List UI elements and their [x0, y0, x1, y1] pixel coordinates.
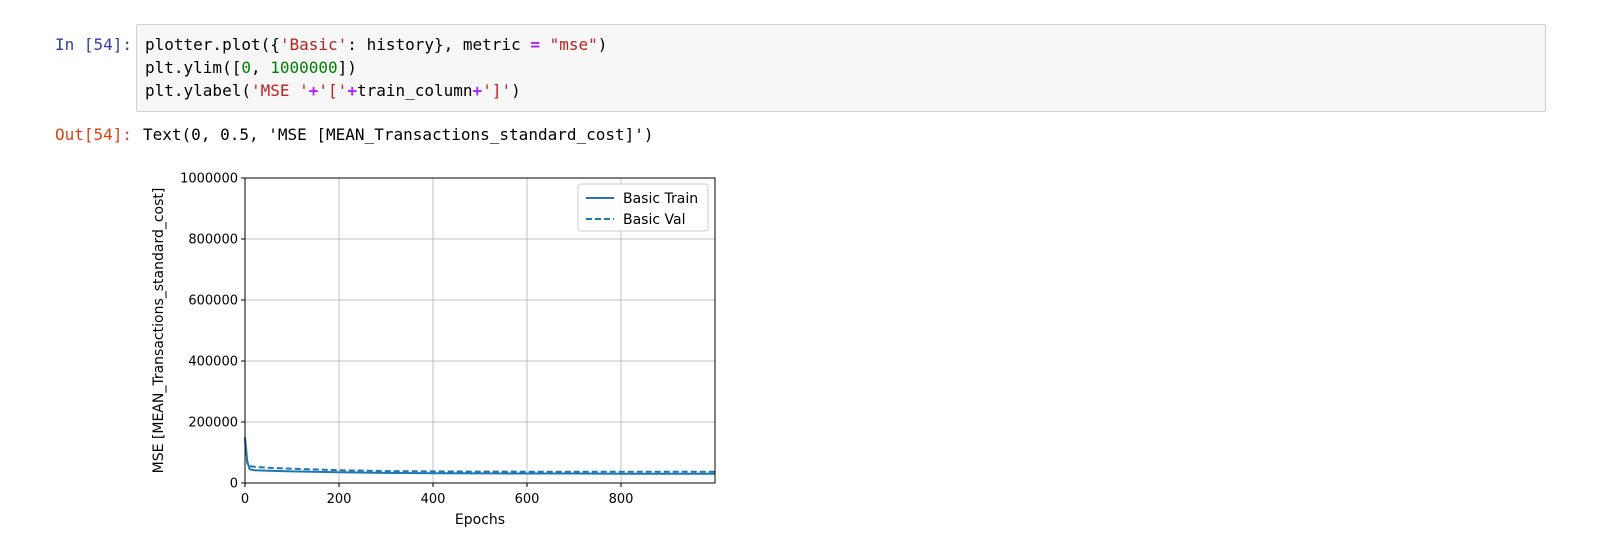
input-prompt: In [54]: — [54, 35, 132, 54]
chart-ticks: 0 200 400 600 800 0 200000 400000 600000 800000 10… — [180, 172, 633, 508]
x-tick-label: 800 — [609, 492, 634, 507]
x-tick-label: 200 — [327, 492, 352, 507]
y-tick-label: 200000 — [188, 416, 238, 431]
code-editor[interactable]: plotter.plot({'Basic': history}, metric … — [145, 33, 607, 102]
y-axis-label: MSE [MEAN_Transactions_standard_cost] — [151, 188, 167, 474]
output-prompt: Out[54]: — [54, 125, 132, 144]
code-line-2: plt.ylim([0, 1000000]) — [145, 58, 357, 77]
y-tick-label: 0 — [230, 477, 238, 492]
x-tick-label: 0 — [241, 492, 249, 507]
series-line-basic-train — [244, 437, 715, 475]
output-text: Text(0, 0.5, 'MSE [MEAN_Transactions_sta… — [143, 125, 654, 144]
series-line-basic-val — [244, 440, 715, 473]
code-input-cell[interactable]: plotter.plot({'Basic': history}, metric … — [136, 24, 1546, 112]
code-line-1: plotter.plot({'Basic': history}, metric … — [145, 35, 608, 54]
y-tick-label: 800000 — [188, 233, 238, 248]
axes-frame — [244, 177, 716, 484]
y-tick-label: 400000 — [188, 355, 238, 370]
y-tick-label: 600000 — [188, 294, 238, 309]
legend-label: Basic Train — [623, 191, 698, 207]
chart-legend: Basic Train Basic Val — [577, 183, 709, 232]
legend-box — [577, 183, 709, 232]
x-tick-label: 600 — [515, 492, 540, 507]
chart-series — [244, 437, 715, 475]
line-chart: 0 200 400 600 800 0 200000 400000 600000 800000 10… — [151, 172, 716, 528]
legend-label: Basic Val — [623, 212, 685, 228]
code-line-3: plt.ylabel('MSE '+'['+train_column+']') — [145, 81, 521, 100]
x-axis-label: Epochs — [455, 512, 505, 528]
y-tick-label: 1000000 — [180, 172, 238, 187]
x-tick-label: 400 — [421, 492, 446, 507]
